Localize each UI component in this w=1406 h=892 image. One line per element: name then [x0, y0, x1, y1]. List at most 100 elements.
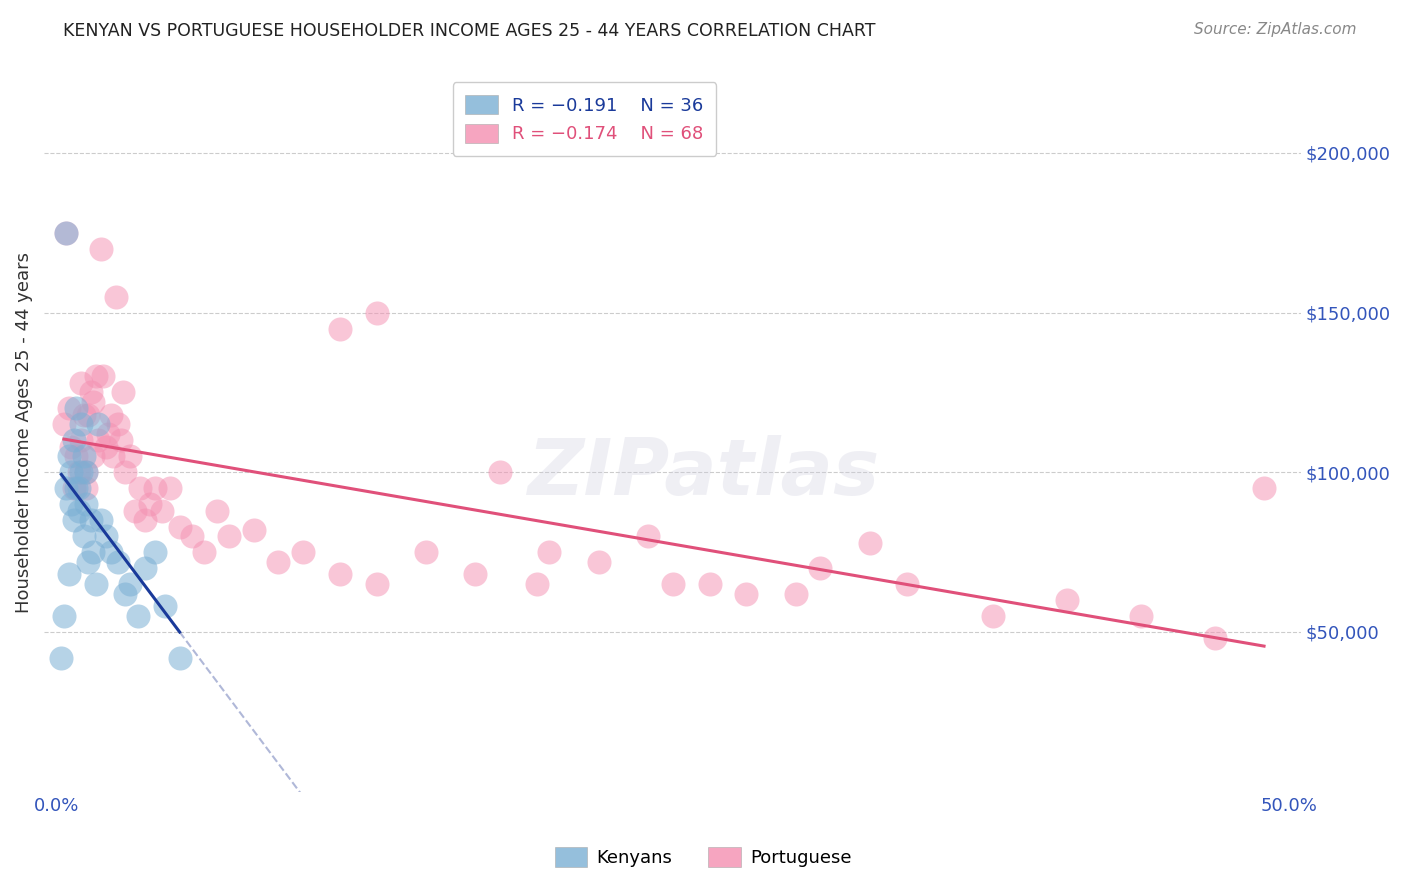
Point — [104, 289, 127, 303]
Point — [242, 523, 264, 537]
Point — [143, 545, 166, 559]
Point — [58, 567, 80, 582]
Point — [100, 545, 122, 559]
Point — [329, 321, 352, 335]
Point — [90, 513, 112, 527]
Point — [67, 503, 90, 517]
Point — [810, 561, 832, 575]
Legend: R = −0.191    N = 36, R = −0.174    N = 68: R = −0.191 N = 36, R = −0.174 N = 68 — [453, 82, 716, 156]
Point — [94, 440, 117, 454]
Point — [55, 226, 77, 240]
Point — [859, 535, 882, 549]
Point — [67, 465, 90, 479]
Point — [134, 561, 156, 575]
Point — [538, 545, 561, 559]
Text: KENYAN VS PORTUGUESE HOUSEHOLDER INCOME AGES 25 - 44 YEARS CORRELATION CHART: KENYAN VS PORTUGUESE HOUSEHOLDER INCOME … — [63, 22, 876, 40]
Point — [1129, 609, 1152, 624]
Point — [84, 577, 107, 591]
Point — [637, 529, 659, 543]
Text: Source: ZipAtlas.com: Source: ZipAtlas.com — [1194, 22, 1357, 37]
Point — [153, 599, 176, 614]
Point — [661, 577, 683, 591]
Point — [80, 385, 103, 400]
Y-axis label: Householder Income Ages 25 - 44 years: Householder Income Ages 25 - 44 years — [15, 252, 32, 613]
Point — [267, 555, 290, 569]
Point — [62, 513, 84, 527]
Point — [70, 376, 93, 390]
Point — [72, 450, 94, 464]
Point — [139, 497, 162, 511]
Point — [82, 450, 104, 464]
Point — [97, 426, 120, 441]
Point — [169, 650, 191, 665]
Point — [60, 465, 83, 479]
Point — [87, 434, 110, 448]
Point — [82, 545, 104, 559]
Point — [65, 401, 87, 416]
Point — [1253, 481, 1275, 495]
Point — [82, 395, 104, 409]
Point — [62, 434, 84, 448]
Point — [87, 417, 110, 432]
Legend: Kenyans, Portuguese: Kenyans, Portuguese — [547, 839, 859, 874]
Point — [91, 369, 114, 384]
Point — [134, 513, 156, 527]
Point — [77, 555, 100, 569]
Point — [58, 450, 80, 464]
Point — [785, 587, 807, 601]
Point — [70, 434, 93, 448]
Point — [60, 497, 83, 511]
Point — [60, 440, 83, 454]
Point — [169, 519, 191, 533]
Point — [55, 481, 77, 495]
Point — [1204, 632, 1226, 646]
Point — [107, 417, 129, 432]
Point — [114, 465, 136, 479]
Point — [981, 609, 1004, 624]
Point — [72, 529, 94, 543]
Text: ZIPatlas: ZIPatlas — [527, 434, 879, 511]
Point — [464, 567, 486, 582]
Point — [84, 369, 107, 384]
Point — [55, 226, 77, 240]
Point — [110, 434, 132, 448]
Point — [127, 609, 149, 624]
Point — [58, 401, 80, 416]
Point — [896, 577, 918, 591]
Point — [72, 408, 94, 422]
Point — [735, 587, 758, 601]
Point — [329, 567, 352, 582]
Point — [699, 577, 721, 591]
Point — [107, 555, 129, 569]
Point — [218, 529, 240, 543]
Point — [181, 529, 204, 543]
Point — [75, 497, 97, 511]
Point — [77, 408, 100, 422]
Point — [366, 305, 388, 319]
Point — [65, 481, 87, 495]
Point — [75, 465, 97, 479]
Point — [80, 513, 103, 527]
Point — [52, 417, 75, 432]
Point — [152, 503, 174, 517]
Point — [124, 503, 146, 517]
Point — [94, 529, 117, 543]
Point — [526, 577, 548, 591]
Point — [205, 503, 228, 517]
Point — [120, 577, 142, 591]
Point — [489, 465, 512, 479]
Point — [366, 577, 388, 591]
Point — [51, 650, 73, 665]
Point — [129, 481, 152, 495]
Point — [70, 417, 93, 432]
Point — [52, 609, 75, 624]
Point — [70, 465, 93, 479]
Point — [415, 545, 437, 559]
Point — [101, 450, 124, 464]
Point — [143, 481, 166, 495]
Point — [100, 408, 122, 422]
Point — [75, 481, 97, 495]
Point — [111, 385, 134, 400]
Point — [62, 481, 84, 495]
Point — [90, 242, 112, 256]
